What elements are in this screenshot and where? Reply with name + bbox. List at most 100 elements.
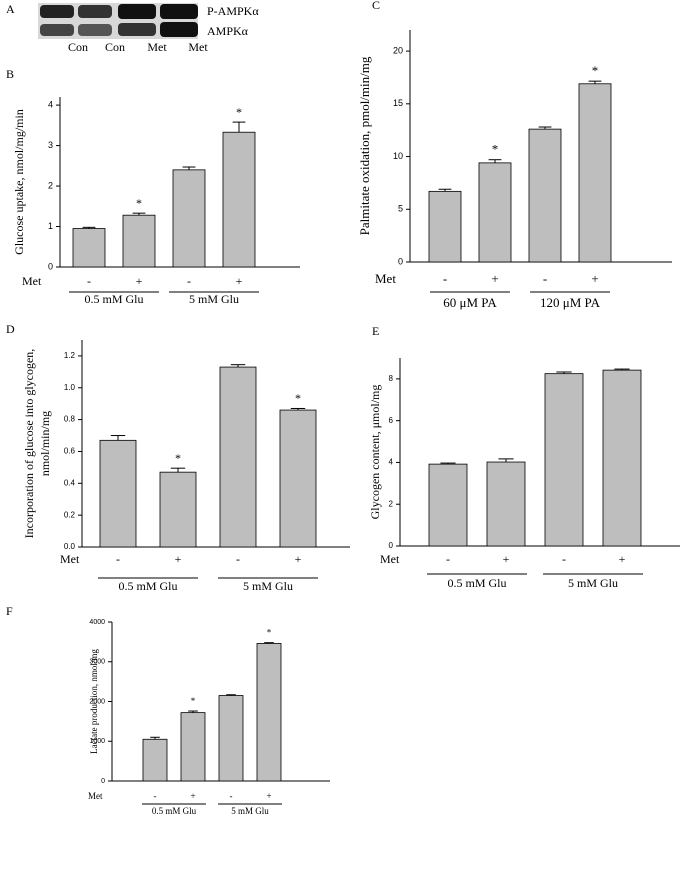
bar: [172, 169, 206, 268]
bar: [428, 463, 468, 547]
band: [78, 5, 112, 18]
y-tick-label: 1: [48, 221, 53, 231]
significance-mark: *: [492, 142, 499, 157]
y-tick-label: 0: [101, 778, 105, 785]
y-tick-label: 1.0: [64, 383, 76, 392]
band: [160, 4, 198, 19]
bar: [159, 471, 197, 548]
x-tick-label: +: [619, 552, 626, 566]
x-tick-label: -: [154, 791, 157, 801]
band: [118, 4, 156, 19]
bar: [279, 409, 317, 548]
significance-mark: *: [175, 451, 181, 465]
significance-mark: *: [592, 63, 599, 78]
bar: [544, 373, 584, 547]
y-tick-label: 2000: [89, 698, 105, 705]
row-label: Met: [60, 552, 80, 566]
panel-letter: C: [372, 0, 380, 12]
bar: [428, 190, 462, 263]
bar: [602, 369, 642, 547]
group-label: 0.5 mM Glu: [118, 579, 177, 593]
y-axis-label: Lactate production, nmol/mg: [89, 649, 99, 754]
bar: [219, 366, 257, 548]
group-label: 5 mM Glu: [231, 806, 269, 816]
y-tick-label: 2: [389, 499, 394, 508]
x-tick-label: -: [230, 791, 233, 801]
group-label: 5 mM Glu: [568, 576, 618, 590]
panel-letter: B: [6, 67, 14, 81]
y-tick-label: 0.0: [64, 542, 76, 551]
x-tick-label: +: [491, 271, 498, 286]
panel-letter: D: [6, 322, 15, 336]
y-tick-label: 20: [393, 45, 403, 55]
chart-panel: D 0.0 0.2 0.4 0.6 0.8 1.0 1.2 Incorporation of g…: [6, 322, 350, 593]
panel-letter: E: [372, 324, 379, 338]
chart-panel: B 0 1 2 3 4 Glucose uptake, nmol/mg/min Met - + - +…: [6, 67, 300, 306]
bar: [122, 214, 156, 268]
band: [40, 24, 74, 36]
row-label: Met: [380, 552, 400, 566]
y-tick-label: 8: [389, 374, 394, 383]
x-tick-label: -: [236, 552, 240, 566]
chart-panel: C 0 5 10 15 20 Palmitate oxidation, pmol/min/m…: [357, 0, 672, 310]
row-label: Met: [88, 791, 103, 801]
bar: [486, 461, 526, 547]
group-label: 5 mM Glu: [243, 579, 293, 593]
x-tick-label: -: [543, 271, 547, 286]
x-tick-label: +: [236, 274, 243, 288]
y-tick-label: 0.6: [64, 447, 76, 456]
y-tick-label: 5: [398, 204, 403, 214]
y-tick-label: 0.2: [64, 510, 76, 519]
bar: [72, 228, 106, 268]
bar: [256, 643, 282, 782]
lane-label: Met: [147, 40, 167, 54]
bar: [222, 131, 256, 268]
bar: [142, 738, 168, 782]
y-tick-label: 4: [389, 458, 394, 467]
y-axis-label: nmol/min/mg: [38, 411, 52, 476]
y-tick-label: 4: [48, 99, 53, 109]
x-tick-label: +: [503, 552, 510, 566]
group-label: 5 mM Glu: [189, 292, 239, 306]
x-tick-label: -: [87, 274, 91, 288]
significance-mark: *: [295, 391, 301, 405]
group-label: 60 μM PA: [443, 295, 497, 310]
lane-label: Met: [188, 40, 208, 54]
significance-mark: *: [136, 196, 142, 210]
significance-mark: *: [267, 628, 272, 638]
y-tick-label: 2: [48, 180, 53, 190]
x-tick-label: +: [591, 271, 598, 286]
x-tick-label: +: [136, 274, 143, 288]
band: [78, 24, 112, 36]
x-tick-label: -: [446, 552, 450, 566]
band: [118, 23, 156, 36]
bar: [99, 439, 137, 548]
y-axis-label: Incorporation of glucose into glycogen,: [22, 349, 36, 539]
chart-panel: F 0 1000 2000 3000 4000 Lactate production, nm…: [6, 604, 330, 816]
bar: [528, 128, 562, 263]
y-tick-label: 3000: [89, 659, 105, 666]
bar: [218, 695, 244, 782]
x-tick-label: -: [187, 274, 191, 288]
y-tick-label: 0.4: [64, 478, 76, 487]
band: [160, 22, 198, 37]
x-tick-label: -: [116, 552, 120, 566]
blot-panel: A P-AMPKα AMPKα Con Con Met Met: [6, 2, 259, 54]
band: [40, 5, 74, 18]
lane-label: Con: [68, 40, 88, 54]
row-label: Met: [375, 271, 396, 286]
bar: [478, 162, 512, 263]
y-tick-label: 1.2: [64, 351, 76, 360]
y-tick-label: 0.8: [64, 415, 76, 424]
x-tick-label: +: [266, 791, 271, 801]
y-axis-label: Glucose uptake, nmol/mg/min: [12, 109, 26, 255]
significance-mark: *: [191, 696, 196, 706]
y-tick-label: 15: [393, 98, 403, 108]
group-label: 0.5 mM Glu: [447, 576, 506, 590]
y-tick-label: 0: [389, 541, 394, 550]
bar: [578, 83, 612, 263]
row-label: Met: [22, 274, 42, 288]
panel-letter: A: [6, 2, 15, 16]
